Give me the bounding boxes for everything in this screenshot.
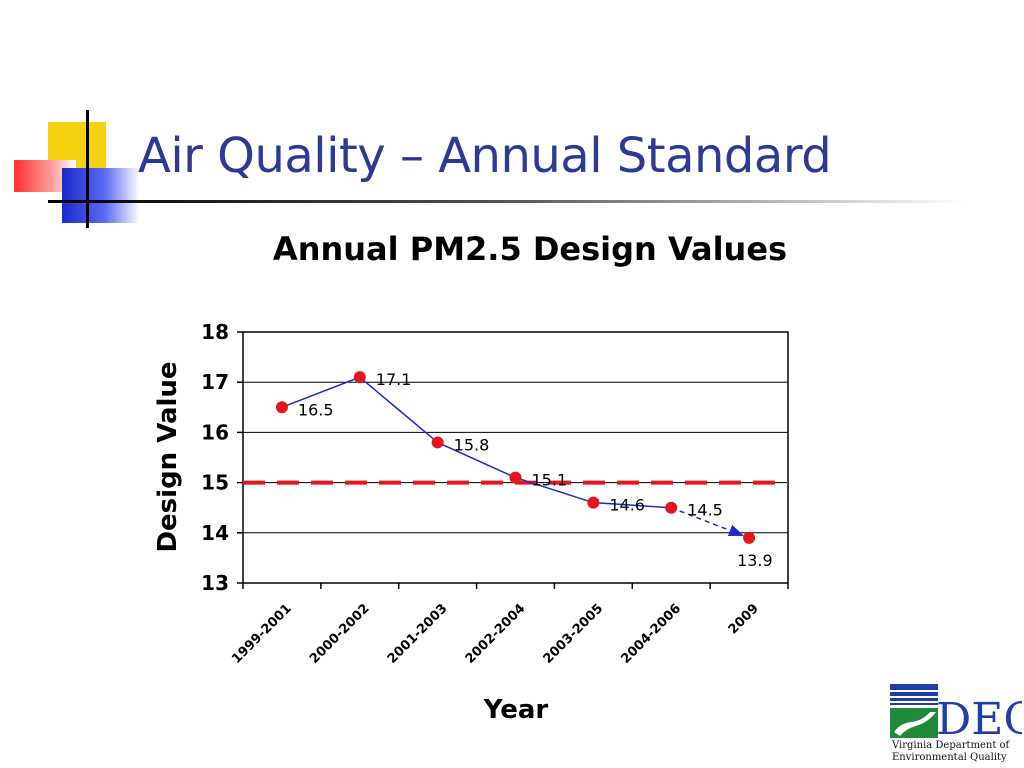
y-tick-label: 16 [201,420,229,444]
x-tick-label: 2009 [726,601,762,637]
y-tick-label: 17 [201,370,229,394]
logo-caption-line1: Virginia Department of [892,740,1010,751]
data-label: 17.1 [376,370,412,389]
series-layer [275,371,756,544]
x-axis-label: Year [483,695,549,725]
data-label: 15.1 [532,471,568,490]
logo-caption-line2: Environmental Quality [892,752,1007,763]
slide-title: Air Quality – Annual Standard [138,128,832,184]
x-tick-label: 2003-2005 [541,601,607,667]
data-label: 14.5 [687,501,723,520]
x-tick-label: 2002-2004 [463,601,529,667]
data-label: 16.5 [298,400,334,419]
data-point [743,531,756,544]
data-label: 15.8 [454,435,490,454]
data-point [509,471,522,484]
decorative-blue-gradient [62,168,140,223]
data-point [587,496,600,509]
title-underline [48,200,968,203]
y-axis-label: Design Value [153,361,183,552]
projection-arrow [670,507,744,537]
plot-area [242,331,789,584]
chart-title: Annual PM2.5 Design Values [272,230,788,268]
series-line [281,376,672,509]
decorative-vertical-line [86,110,89,228]
y-tick-label: 15 [201,471,229,495]
y-tick-label: 14 [201,521,229,545]
x-tick-label: 2004-2006 [618,601,684,667]
x-tick-label: 2000-2002 [307,601,373,667]
y-tick-label: 13 [201,571,229,595]
data-point [353,371,366,384]
data-label: 13.9 [737,551,773,570]
deq-logo: DEQ [890,684,1022,745]
x-tick-label: 2001-2003 [385,601,451,667]
data-point [275,401,288,414]
y-tick-label: 18 [201,320,229,344]
data-label: 14.6 [609,496,645,515]
data-point [665,501,678,514]
data-labels-layer: 16.5 17.1 15.8 15.1 14.6 14.5 13.9 [298,370,773,570]
data-point [431,436,444,449]
x-tick-label: 1999-2001 [229,601,295,667]
logo-caption: Virginia Department of Environmental Qua… [892,740,1022,764]
logo-text: DEQ [936,694,1022,745]
